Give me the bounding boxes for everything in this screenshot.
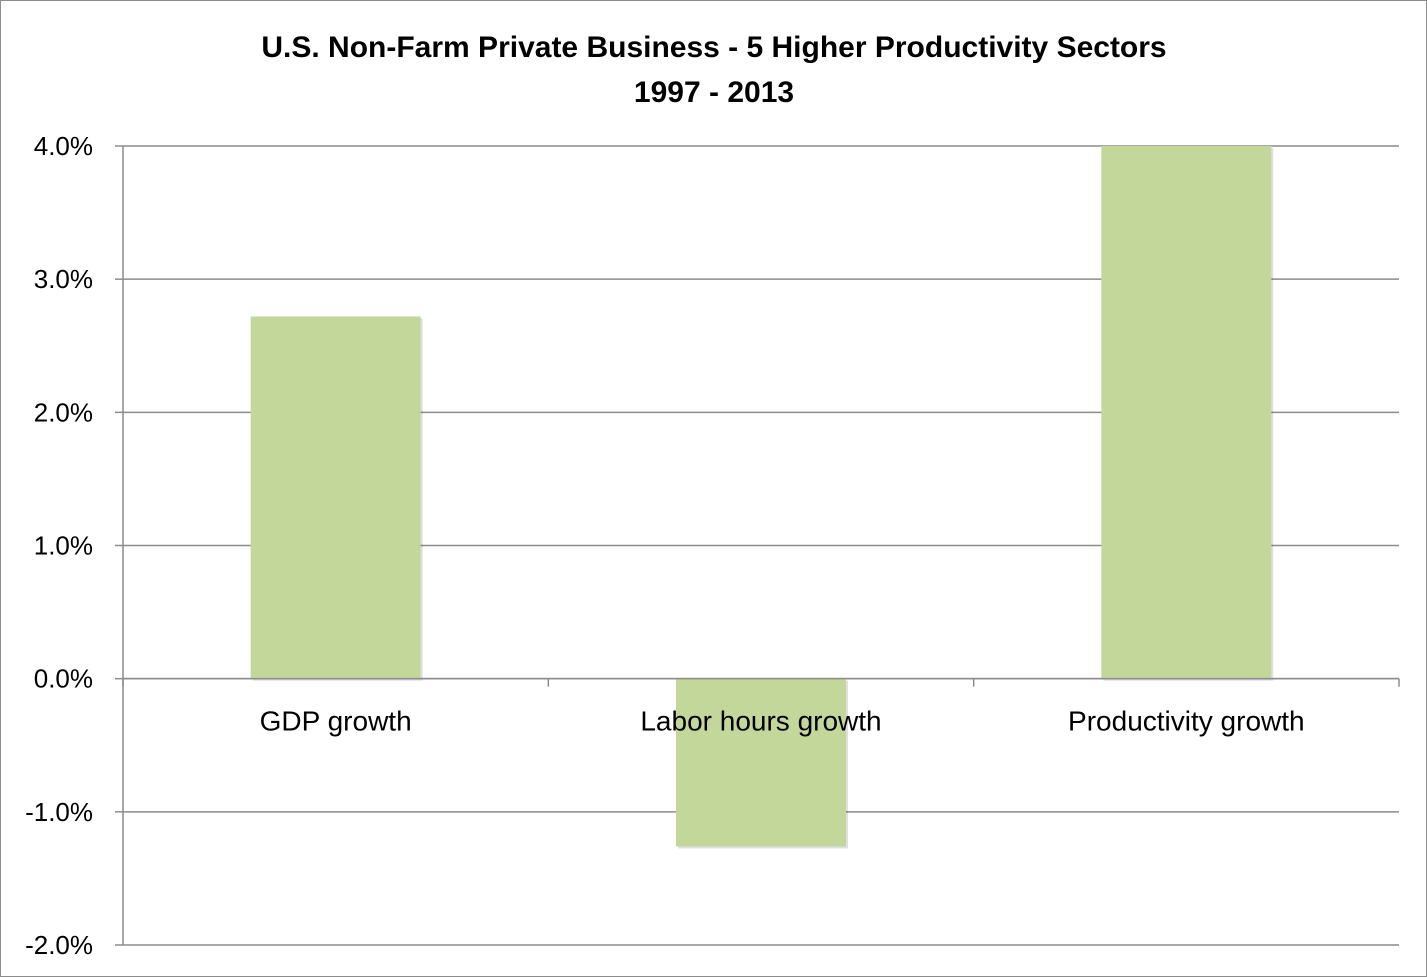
category-labels: GDP growth Labor hours growth Productivity…: [260, 706, 1305, 737]
bars: [250, 146, 1274, 849]
y-tick-label: 0.0%: [34, 664, 93, 694]
category-label-labor-hours-growth: Labor hours growth: [640, 706, 881, 737]
y-tick-label: 2.0%: [34, 397, 93, 427]
y-tick-label: -2.0%: [25, 930, 93, 960]
y-tick-labels: 4.0% 3.0% 2.0% 1.0% 0.0% -1.0% -2.0%: [25, 131, 93, 960]
bar-productivity-growth: [1101, 146, 1272, 679]
y-tick-label: -1.0%: [25, 797, 93, 827]
axes: [115, 145, 1400, 946]
y-tick-label: 3.0%: [34, 264, 93, 294]
y-tick-label: 4.0%: [34, 131, 93, 161]
category-label-productivity-growth: Productivity growth: [1068, 706, 1305, 737]
y-tick-label: 1.0%: [34, 531, 93, 561]
bar-gdp-growth: [250, 316, 421, 679]
category-label-gdp-growth: GDP growth: [260, 706, 412, 737]
bar-labor-hours-growth: [676, 678, 846, 847]
chart-title: U.S. Non-Farm Private Business - 5 Highe…: [261, 31, 1166, 64]
chart-subtitle: 1997 - 2013: [634, 76, 794, 109]
